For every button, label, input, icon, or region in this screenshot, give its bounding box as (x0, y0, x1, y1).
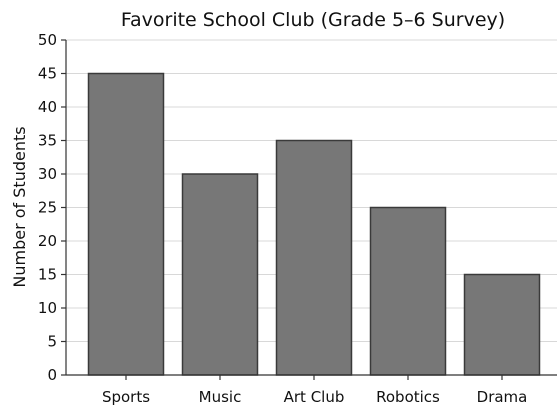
bars (87, 72, 541, 376)
y-tick-label: 10 (38, 299, 57, 317)
y-tick-label: 40 (38, 98, 57, 116)
y-tick-label: 5 (47, 333, 57, 351)
chart-title: Favorite School Club (Grade 5–6 Survey) (121, 9, 505, 31)
x-tick-label: Sports (102, 388, 150, 406)
y-axis-label: Number of Students (10, 126, 29, 287)
y-ticks: 0 5 10 15 20 25 30 35 40 45 50 (38, 31, 66, 384)
y-tick-label: 35 (38, 132, 57, 150)
x-tick-label: Art Club (284, 388, 345, 406)
y-tick-label: 20 (38, 232, 57, 250)
x-tick-label: Drama (477, 388, 528, 406)
x-tick-label: Music (199, 388, 242, 406)
y-tick-label: 25 (38, 199, 57, 217)
bar-drama (463, 273, 541, 376)
bar-sports (87, 72, 165, 376)
y-tick-label: 45 (38, 65, 57, 83)
bar-robotics (369, 206, 447, 376)
x-tick-label: Robotics (376, 388, 440, 406)
y-tick-label: 0 (47, 366, 57, 384)
x-ticks: Sports Music Art Club Robotics Drama (102, 375, 527, 406)
y-tick-label: 30 (38, 165, 57, 183)
bar-art-club (275, 139, 353, 376)
bar-music (181, 173, 259, 376)
y-tick-label: 15 (38, 266, 57, 284)
y-tick-label: 50 (38, 31, 57, 49)
